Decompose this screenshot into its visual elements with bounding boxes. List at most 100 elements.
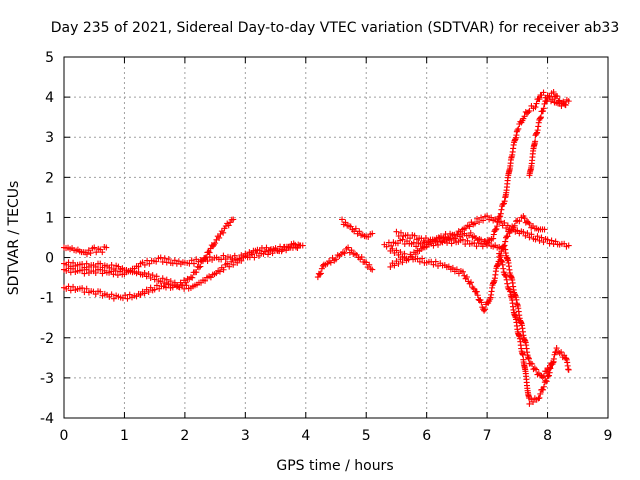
data-point <box>545 372 552 379</box>
data-point <box>397 229 404 236</box>
x-axis-label: GPS time / hours <box>276 458 393 474</box>
data-point <box>453 266 460 273</box>
data-point <box>498 206 505 213</box>
data-point <box>149 272 156 279</box>
data-point <box>537 390 544 397</box>
data-point <box>225 222 232 229</box>
data-point <box>135 263 142 270</box>
data-point <box>157 278 164 285</box>
data-point <box>504 280 511 287</box>
data-point <box>358 254 365 261</box>
data-point <box>238 257 245 264</box>
series-track-8 <box>387 89 572 263</box>
data-point <box>83 260 90 267</box>
data-point <box>92 269 99 276</box>
data-point <box>183 282 190 289</box>
data-point <box>190 260 197 267</box>
data-point <box>540 239 547 246</box>
data-point <box>182 279 189 286</box>
data-point <box>122 292 129 299</box>
data-point <box>546 369 553 376</box>
data-point <box>430 242 437 249</box>
data-point <box>397 256 404 263</box>
data-point <box>159 258 166 265</box>
data-point <box>532 236 539 243</box>
series-track-4 <box>61 241 303 302</box>
data-point <box>339 216 346 223</box>
x-tick-label: 9 <box>604 428 613 444</box>
data-point <box>493 225 500 232</box>
data-point <box>342 219 349 226</box>
data-point <box>525 109 532 116</box>
data-point <box>555 98 562 105</box>
data-point <box>399 259 406 266</box>
data-point <box>70 259 77 266</box>
data-point <box>430 261 437 268</box>
data-point <box>345 244 352 251</box>
data-point <box>383 243 390 250</box>
chart-title: Day 235 of 2021, Sidereal Day-to-day VTE… <box>51 20 620 36</box>
data-point <box>356 228 363 235</box>
data-point <box>516 218 523 225</box>
data-point <box>153 258 160 265</box>
data-point <box>496 250 503 257</box>
data-point <box>141 269 148 276</box>
data-point <box>504 233 511 240</box>
data-point <box>318 265 325 272</box>
data-point <box>466 223 473 230</box>
data-point <box>532 104 539 111</box>
data-point <box>473 243 480 250</box>
data-point <box>536 96 543 103</box>
series-track-1 <box>61 243 110 258</box>
data-point <box>226 263 233 270</box>
data-point <box>562 102 569 109</box>
data-point <box>532 138 539 145</box>
y-tick-label: -4 <box>40 411 54 427</box>
data-point <box>494 219 501 226</box>
data-point <box>521 113 528 120</box>
data-point <box>502 238 509 245</box>
data-point <box>216 268 223 275</box>
data-point <box>387 263 394 270</box>
data-point <box>540 386 547 393</box>
x-tick-label: 7 <box>483 428 492 444</box>
data-point <box>99 249 106 256</box>
data-point <box>436 235 443 242</box>
data-point <box>161 279 168 286</box>
data-point <box>500 265 507 272</box>
data-point <box>141 261 148 268</box>
data-point <box>153 273 160 280</box>
data-point <box>189 274 196 281</box>
data-point <box>292 241 299 248</box>
series-track-2 <box>61 216 237 291</box>
data-point <box>549 360 556 367</box>
data-point <box>558 349 565 356</box>
data-point <box>432 258 439 265</box>
data-point <box>137 291 144 298</box>
data-point <box>159 275 166 282</box>
data-point <box>97 266 104 273</box>
data-point <box>416 258 423 265</box>
x-tick-label: 6 <box>422 428 431 444</box>
data-point <box>393 228 400 235</box>
data-point <box>473 288 480 295</box>
data-point <box>540 383 547 390</box>
data-point <box>407 235 414 242</box>
data-point <box>463 273 470 280</box>
data-point <box>538 234 545 241</box>
data-point <box>83 266 90 273</box>
data-point <box>482 238 489 245</box>
data-point <box>395 260 402 267</box>
data-point <box>81 270 88 277</box>
data-point <box>511 222 518 229</box>
data-point <box>216 234 223 241</box>
data-point <box>459 268 466 275</box>
data-point <box>526 107 533 114</box>
data-point <box>347 223 354 230</box>
data-point <box>419 255 426 262</box>
data-point <box>527 360 534 367</box>
data-point <box>503 276 510 283</box>
data-point <box>550 89 557 96</box>
y-tick-label: 1 <box>45 210 54 226</box>
data-point <box>389 245 396 252</box>
